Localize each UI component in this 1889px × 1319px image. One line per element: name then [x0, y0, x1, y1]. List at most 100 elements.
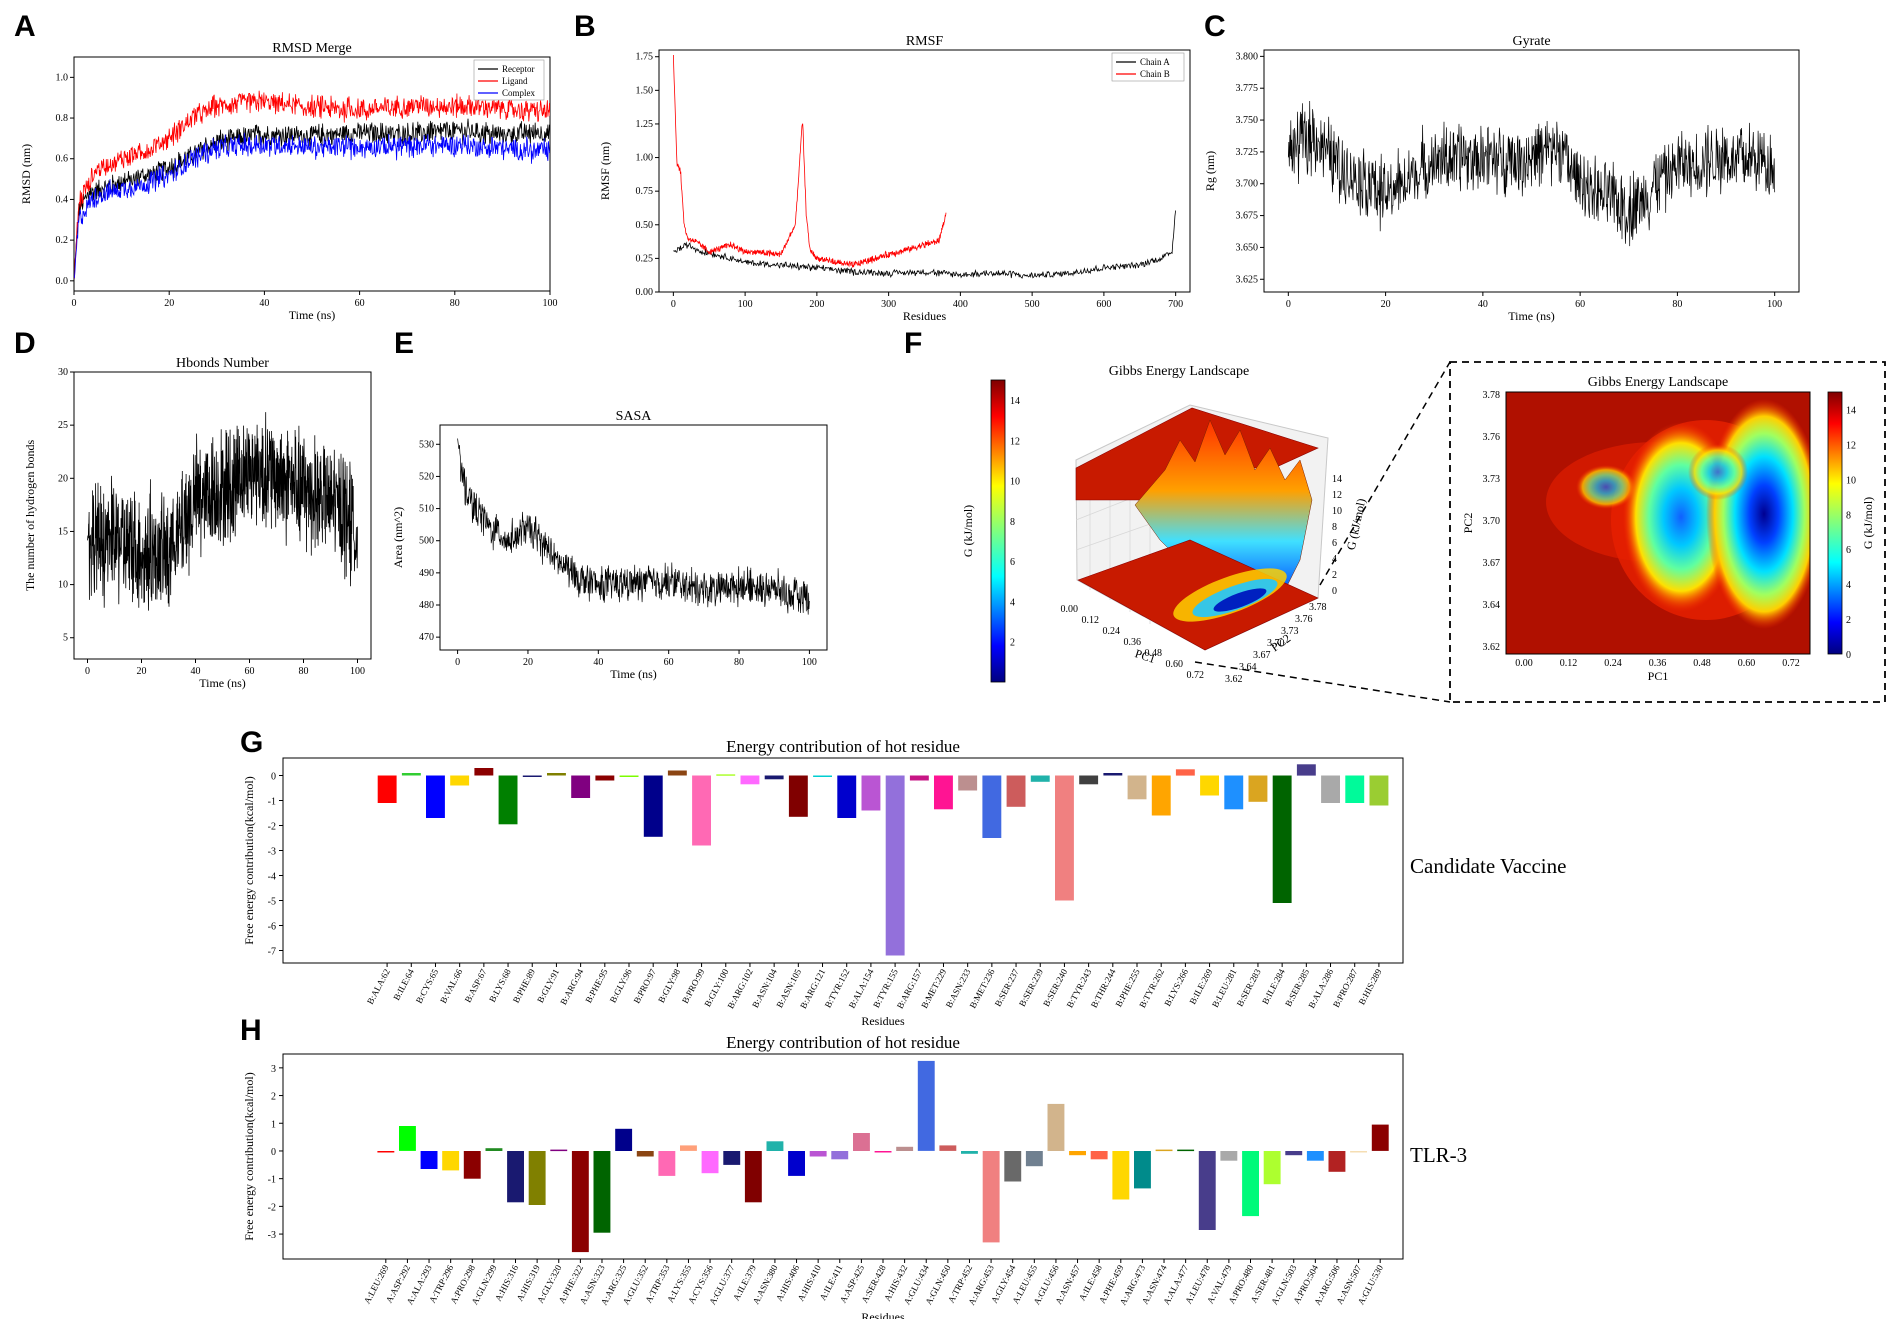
panel-label-e: E [394, 327, 414, 360]
bar-b-ser-283 [1248, 775, 1268, 802]
y-tick-label: -3 [268, 847, 276, 858]
bar-b-arg-121 [813, 775, 832, 777]
y-tick-label: 0.0 [56, 276, 69, 287]
x-tick-label: 0 [1286, 299, 1291, 310]
bar-a-arg-473 [1134, 1151, 1151, 1189]
bar-b-thr-244 [1103, 773, 1123, 776]
heatmap-x-tick: 0.12 [1560, 658, 1578, 669]
surface-colorbar-tick: 4 [1010, 597, 1015, 608]
surface-colorbar-tick: 2 [1010, 638, 1015, 649]
x-tick-label: 80 [1672, 299, 1682, 310]
x-tick-label: B:GLY:91 [535, 967, 561, 1004]
x-tick-label: B:SER:283 [1235, 967, 1263, 1008]
x-tick-label: 0 [671, 299, 676, 310]
y-tick-label: 1.00 [636, 153, 654, 164]
y-tick-label: 1.75 [636, 52, 654, 63]
heatmap-x-tick: 0.60 [1738, 658, 1756, 669]
series-line-complex [74, 132, 550, 279]
x-tick-label: 300 [881, 299, 896, 310]
heatmap-y-tick: 3.73 [1483, 474, 1501, 485]
legend-entry: Chain A [1140, 57, 1170, 67]
y-axis-label: RMSD (nm) [19, 144, 33, 204]
y-tick-label: 20 [58, 473, 68, 484]
bar-a-ala-477 [1177, 1149, 1195, 1152]
surface-pc1-tick: 0.24 [1103, 626, 1121, 637]
bar-a-his-406 [788, 1151, 805, 1176]
heatmap-x-tick: 0.48 [1693, 658, 1711, 669]
y-tick-label: -1 [268, 1175, 276, 1186]
plot-frame [439, 424, 828, 651]
y-tick-label: 3.725 [1236, 147, 1259, 158]
y-axis-label: Free energy contribution(kcal/mol) [242, 776, 256, 944]
x-tick-label: 60 [1575, 299, 1585, 310]
x-tick-label: 20 [164, 298, 174, 309]
bar-a-pro-480 [1242, 1151, 1259, 1217]
y-tick-label: 10 [58, 580, 68, 591]
heatmap-colorbar-label: G (kJ/mol) [1861, 497, 1875, 549]
surface-colorbar-tick: 10 [1010, 477, 1020, 488]
y-tick-label: -4 [268, 872, 276, 883]
x-tick-label: 200 [809, 299, 824, 310]
surface-pc1-tick: 0.00 [1061, 604, 1079, 615]
bar-a-ile-411 [831, 1151, 849, 1160]
y-tick-label: -3 [268, 1230, 276, 1241]
panel-label-b: B [574, 10, 596, 43]
heatmap-y-tick: 3.76 [1483, 432, 1501, 443]
x-tick-label: 700 [1168, 299, 1183, 310]
x-tick-label: 60 [664, 657, 674, 668]
y-tick-label: 2 [271, 1092, 276, 1103]
bar-b-ser-239 [1030, 775, 1050, 782]
x-tick-label: B:ILE:269 [1187, 967, 1214, 1006]
y-tick-label: 1 [271, 1119, 276, 1130]
bar-b-ser-240 [1055, 775, 1074, 901]
x-tick-label: B:ARG:94 [558, 967, 585, 1007]
surface-pc2-tick: 3.67 [1253, 650, 1271, 661]
bar-a-asn-507 [1350, 1151, 1367, 1153]
x-tick-label: B:PHE:95 [583, 967, 609, 1005]
panel-label-h: H [240, 1014, 262, 1047]
bar-a-ser-481 [1263, 1151, 1281, 1185]
surface-title: Gibbs Energy Landscape [1109, 364, 1249, 379]
bar-b-phe-95 [595, 775, 615, 781]
heatmap-colorbar-tick: 0 [1846, 650, 1851, 661]
y-axis-label: Rg (nm) [1203, 151, 1217, 191]
sasa-chart: SASA 0 20 40 60 80 100 470 480 490 500 510 520 530 Tim… [391, 409, 828, 681]
bar-a-asn-457 [1069, 1151, 1086, 1156]
surface-pc1-label: PC1 [1133, 646, 1157, 666]
bar-b-ser-285 [1296, 764, 1316, 776]
bar-a-cys-356 [701, 1151, 719, 1174]
x-tick-label: B:PRO:287 [1331, 967, 1360, 1009]
chart-title: Hbonds Number [176, 356, 269, 371]
surface-pc1-tick: 0.72 [1187, 670, 1205, 681]
y-tick-label: 500 [419, 536, 434, 547]
x-tick-label: 0 [72, 298, 77, 309]
y-axis-label: Area (nm^2) [391, 507, 405, 568]
heatmap-y-ticks: 3.62 3.64 3.67 3.70 3.73 3.76 3.78 [1483, 390, 1501, 653]
bar-a-asp-292 [399, 1126, 416, 1151]
surface-colorbar-tick: 8 [1010, 517, 1015, 528]
bar-a-arg-506 [1328, 1151, 1346, 1172]
bar-b-ala-286 [1321, 775, 1340, 803]
y-tick-label: 3 [271, 1064, 276, 1075]
bar-a-ser-428 [874, 1151, 892, 1153]
bar-b-tyr-262 [1151, 775, 1171, 816]
tlr3-energy-bar-chart: Energy contribution of hot residue -3 -2 -1… [242, 1033, 1404, 1319]
gibbs-heatmap: Gibbs Energy Landscape 0.00 0.12 0.24 0.36 0… [1461, 375, 1875, 683]
bar-a-arg-325 [615, 1128, 633, 1151]
surface-pc2-tick: 3.62 [1225, 674, 1243, 685]
y-axis-label: Free energy contribution(kcal/mol) [242, 1072, 256, 1240]
bar-a-asn-474 [1155, 1149, 1173, 1152]
y-tick-label: 530 [419, 439, 434, 450]
bar-a-leu-269 [377, 1151, 395, 1153]
surface-colorbar [990, 379, 1006, 683]
bar-a-leu-455 [1025, 1151, 1043, 1167]
chart-title: RMSD Merge [272, 41, 351, 56]
surface-colorbar-tick: 14 [1010, 396, 1020, 407]
y-tick-label: 1.50 [636, 85, 654, 96]
bar-b-ile-269 [1200, 775, 1219, 796]
x-tick-label: 0 [85, 666, 90, 677]
x-tick-label: B:PHE:89 [511, 967, 537, 1005]
bar-a-gln-299 [485, 1148, 503, 1151]
heatmap-x-tick: 0.36 [1649, 658, 1667, 669]
heatmap-colorbar-tick: 10 [1846, 475, 1856, 486]
